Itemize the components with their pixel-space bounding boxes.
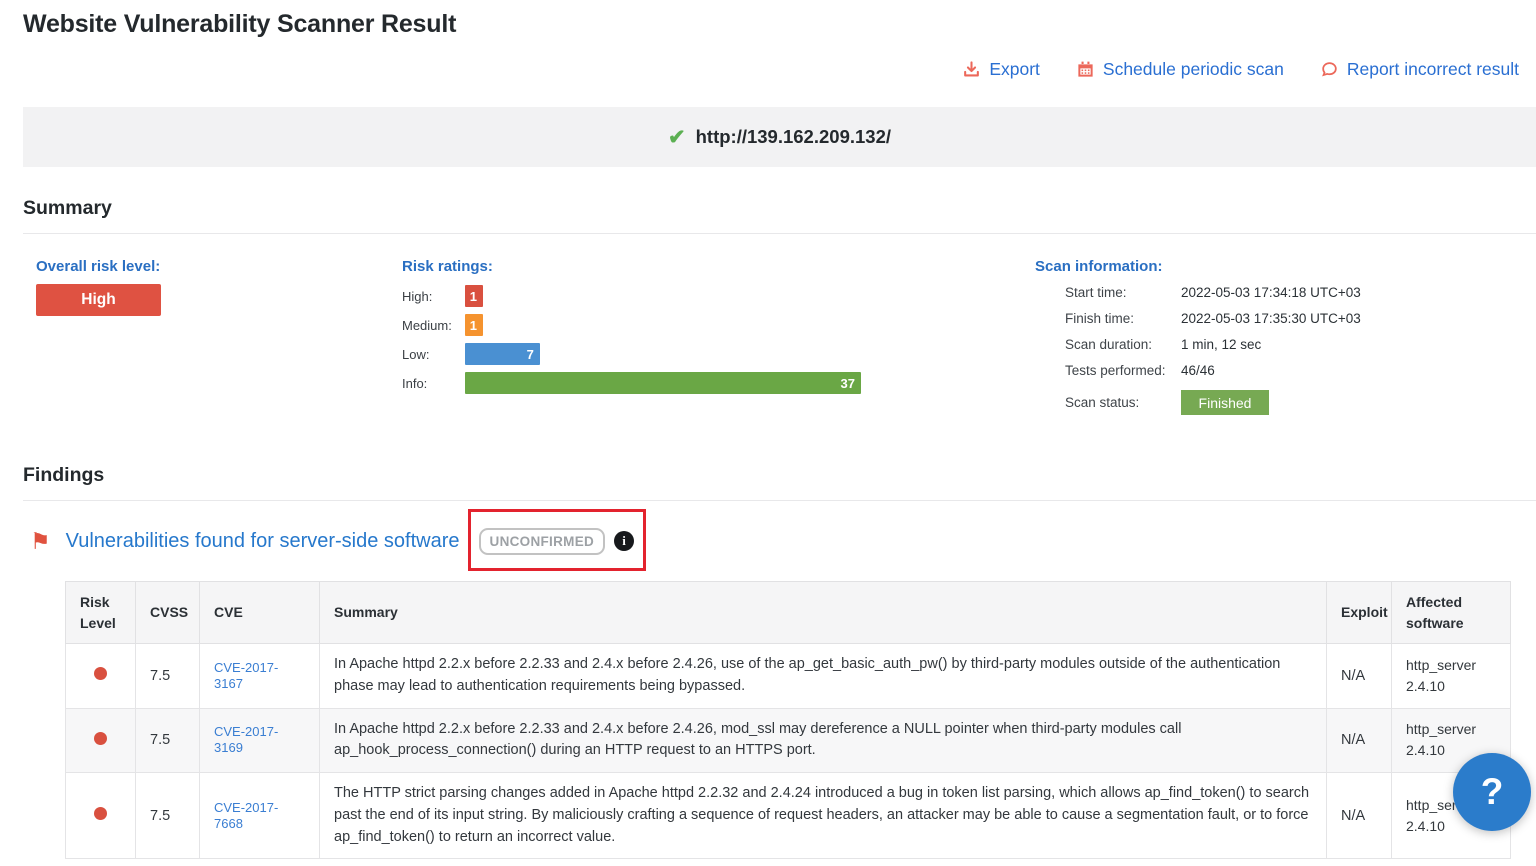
cve-link[interactable]: CVE-2017-3167 [214, 659, 279, 691]
header-risk-level: Risk Level [65, 581, 136, 644]
finish-time-value: 2022-05-03 17:35:30 UTC+03 [1181, 311, 1361, 326]
scan-information-column: Scan information: Start time: 2022-05-03… [1035, 258, 1536, 424]
cve-link[interactable]: CVE-2017-3169 [214, 724, 279, 756]
finding-title-link[interactable]: Vulnerabilities found for server-side so… [65, 529, 460, 552]
table-header-row: Risk Level CVSS CVE Summary Exploit Affe… [65, 581, 1511, 644]
cvss-cell: 7.5 [135, 771, 200, 860]
exploit-cell: N/A [1326, 707, 1392, 773]
flag-icon: ⚑ [30, 527, 51, 554]
scan-info-row: Scan status: Finished [1035, 390, 1536, 415]
risk-ratings-chart: High: 1 Medium: 1 Low: 7 Info: 37 [402, 285, 1035, 394]
scan-status-label: Scan status: [1065, 395, 1140, 410]
download-icon [962, 60, 981, 79]
scan-info-row: Scan duration: 1 min, 12 sec [1035, 336, 1536, 353]
risk-ratings-column: Risk ratings: High: 1 Medium: 1 Low: 7 I… [402, 258, 1035, 424]
exploit-cell: N/A [1326, 771, 1392, 860]
exploit-cell: N/A [1326, 643, 1392, 709]
risk-rating-label-medium: Medium: [402, 317, 452, 333]
vulnerabilities-table: Risk Level CVSS CVE Summary Exploit Affe… [65, 581, 1511, 860]
scan-duration-value: 1 min, 12 sec [1181, 337, 1262, 352]
risk-level-cell [65, 707, 136, 773]
help-button[interactable]: ? [1453, 753, 1531, 831]
cvss-cell: 7.5 [135, 707, 200, 773]
calendar-icon [1076, 60, 1095, 79]
scan-status-badge: Finished [1181, 390, 1269, 415]
table-row: 7.5 CVE-2017-3169 In Apache httpd 2.2.x … [65, 707, 1511, 773]
overall-risk-label: Overall risk level: [36, 258, 161, 275]
cve-cell: CVE-2017-7668 [199, 771, 320, 860]
findings-heading: Findings [23, 464, 1536, 501]
check-icon: ✔ [668, 125, 686, 149]
table-row: 7.5 CVE-2017-3167 In Apache httpd 2.2.x … [65, 643, 1511, 709]
header-affected-software: Affected software [1391, 581, 1511, 644]
cve-cell: CVE-2017-3169 [199, 707, 320, 773]
page-title: Website Vulnerability Scanner Result [23, 10, 457, 38]
risk-rating-row-high: High: 1 [402, 285, 1035, 307]
action-bar: Export Schedule periodic scan Report i [23, 59, 1519, 80]
high-risk-dot-icon [94, 807, 107, 821]
tests-performed-value: 46/46 [1181, 363, 1215, 378]
scan-info-row: Tests performed: 46/46 [1035, 362, 1536, 379]
high-risk-dot-icon [94, 731, 107, 745]
scan-info-row: Finish time: 2022-05-03 17:35:30 UTC+03 [1035, 310, 1536, 327]
header-summary: Summary [319, 581, 1327, 644]
summary-cell: The HTTP strict parsing changes added in… [319, 771, 1327, 860]
table-row: 7.5 CVE-2017-7668 The HTTP strict parsin… [65, 771, 1511, 860]
unconfirmed-badge-group: UNCONFIRMED i [467, 508, 647, 571]
schedule-scan-label: Schedule periodic scan [1102, 59, 1284, 79]
info-icon[interactable]: i [614, 531, 635, 551]
scan-target-url: http://139.162.209.132/ [695, 126, 891, 147]
export-button[interactable]: Export [962, 59, 1040, 80]
scan-information-label: Scan information: [1035, 258, 1163, 275]
risk-rating-bar-low: 7 [465, 343, 540, 365]
risk-rating-bar-medium: 1 [465, 314, 483, 336]
risk-rating-label-info: Info: [402, 375, 428, 391]
header-exploit: Exploit [1326, 581, 1392, 644]
risk-rating-label-high: High: [402, 288, 433, 304]
scan-target-banner: ✔ http://139.162.209.132/ [23, 107, 1536, 167]
start-time-value: 2022-05-03 17:34:18 UTC+03 [1181, 285, 1361, 300]
report-incorrect-label: Report incorrect result [1346, 59, 1519, 79]
risk-level-cell [65, 771, 136, 860]
start-time-label: Start time: [1065, 285, 1127, 300]
schedule-scan-button[interactable]: Schedule periodic scan [1076, 59, 1284, 80]
cve-cell: CVE-2017-3167 [199, 643, 320, 709]
summary-heading: Summary [23, 197, 1536, 234]
risk-level-cell [65, 643, 136, 709]
header-cvss: CVSS [135, 581, 200, 644]
export-label: Export [989, 59, 1040, 79]
page: Website Vulnerability Scanner Result Exp… [0, 10, 1536, 860]
report-incorrect-button[interactable]: Report incorrect result [1320, 59, 1519, 80]
summary-section: Overall risk level: High Risk ratings: H… [23, 258, 1536, 424]
risk-ratings-label: Risk ratings: [402, 258, 493, 275]
summary-cell: In Apache httpd 2.2.x before 2.2.33 and … [319, 643, 1327, 709]
risk-rating-label-low: Low: [402, 346, 430, 362]
summary-cell: In Apache httpd 2.2.x before 2.2.33 and … [319, 707, 1327, 773]
high-risk-dot-icon [94, 667, 107, 681]
cvss-cell: 7.5 [135, 643, 200, 709]
comment-icon [1320, 60, 1339, 79]
finish-time-label: Finish time: [1065, 311, 1135, 326]
risk-rating-row-low: Low: 7 [402, 343, 1035, 365]
overall-risk-badge: High [36, 284, 161, 316]
scan-duration-label: Scan duration: [1065, 337, 1153, 352]
header-cve: CVE [199, 581, 320, 644]
tests-performed-label: Tests performed: [1065, 363, 1166, 378]
overall-risk-column: Overall risk level: High [36, 258, 402, 424]
unconfirmed-badge: UNCONFIRMED [478, 527, 606, 555]
cve-link[interactable]: CVE-2017-7668 [214, 799, 279, 831]
risk-rating-bar-high: 1 [465, 285, 483, 307]
risk-rating-row-info: Info: 37 [402, 372, 1035, 394]
scan-info-row: Start time: 2022-05-03 17:34:18 UTC+03 [1035, 284, 1536, 301]
affected-software-cell: http_server 2.4.10 [1391, 643, 1511, 709]
risk-rating-bar-info: 37 [465, 372, 861, 394]
risk-rating-row-medium: Medium: 1 [402, 314, 1035, 336]
finding-header: ⚑ Vulnerabilities found for server-side … [30, 508, 1536, 571]
